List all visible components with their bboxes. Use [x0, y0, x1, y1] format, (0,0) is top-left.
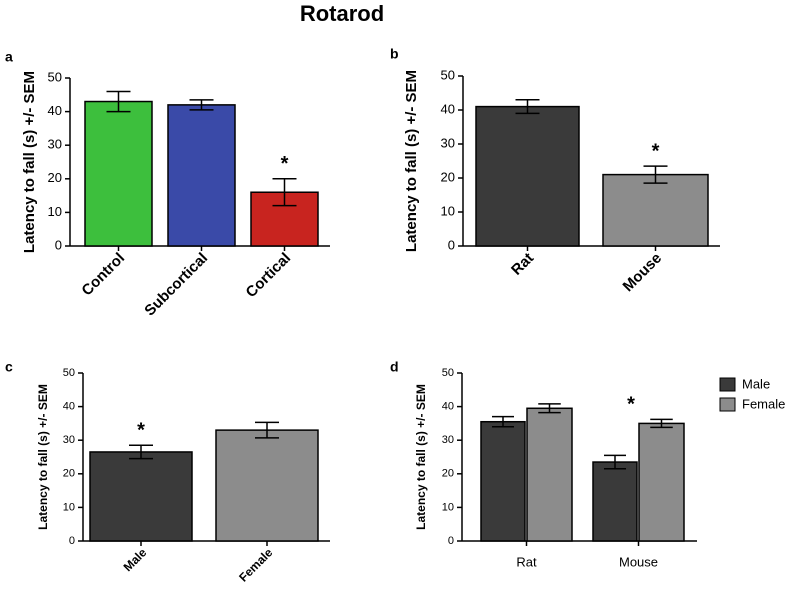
bar: [526, 407, 573, 542]
y-axis-label: Latency to fall (s) +/- SEM: [414, 384, 428, 530]
x-tick-label: Control: [78, 250, 128, 300]
y-tick-label: 40: [63, 401, 75, 413]
error-bar: [492, 415, 514, 428]
y-tick-label: 20: [442, 468, 454, 480]
x-tick-label: Mouse: [619, 554, 658, 569]
error-bar: [538, 403, 561, 414]
y-tick-label: 40: [48, 103, 62, 118]
error-bar: [106, 90, 131, 113]
y-tick-label: 20: [48, 170, 62, 185]
y-tick-label: 30: [48, 137, 62, 152]
x-tick-label: Rat: [508, 250, 537, 279]
y-tick-label: 10: [442, 501, 454, 513]
y-tick-label: 10: [48, 204, 62, 219]
bar: [602, 173, 709, 247]
y-axis-label: Latency to fall (s) +/- SEM: [36, 384, 50, 530]
error-bar: [604, 454, 626, 470]
bar: [592, 461, 638, 542]
x-tick-label: Female: [236, 545, 275, 584]
y-axis-label: Latency to fall (s) +/- SEM: [403, 70, 420, 252]
y-tick-label: 10: [441, 203, 455, 218]
bar: [89, 451, 193, 542]
y-tick-label: 40: [442, 401, 454, 413]
significance-marker: *: [627, 394, 635, 416]
y-tick-label: 30: [441, 135, 455, 150]
y-tick-label: 50: [63, 367, 75, 379]
bar: [475, 105, 580, 247]
bar: [215, 429, 319, 542]
y-tick-label: 50: [48, 69, 62, 84]
y-tick-label: 30: [63, 434, 75, 446]
y-axis-label: Latency to fall (s) +/- SEM: [21, 71, 38, 253]
y-tick-label: 50: [441, 67, 455, 82]
y-tick-label: 20: [63, 468, 75, 480]
significance-marker: *: [137, 420, 145, 442]
y-tick-label: 50: [442, 367, 454, 379]
x-tick-label: Subcortical: [141, 250, 211, 320]
y-tick-label: 0: [448, 535, 454, 547]
panel-label: a: [5, 49, 13, 65]
significance-marker: *: [281, 153, 289, 175]
significance-marker: *: [652, 140, 660, 162]
error-bar: [650, 418, 673, 429]
legend-swatch: [719, 377, 736, 392]
error-bar: [515, 99, 540, 115]
panel-label: d: [390, 359, 399, 375]
y-tick-label: 0: [55, 237, 62, 252]
bar: [638, 422, 685, 542]
y-tick-label: 20: [441, 169, 455, 184]
x-tick-label: Cortical: [243, 250, 295, 302]
bar: [167, 104, 236, 247]
bar: [84, 100, 153, 247]
legend-label: Female: [742, 396, 785, 411]
x-tick-label: Mouse: [620, 250, 666, 296]
error-bar: [189, 99, 214, 111]
y-tick-label: 40: [441, 101, 455, 116]
x-tick-label: Rat: [516, 554, 537, 569]
panel-label: c: [5, 359, 13, 375]
x-tick-label: Male: [121, 545, 150, 574]
legend-label: Male: [742, 376, 770, 391]
y-tick-label: 0: [448, 237, 455, 252]
bar: [480, 420, 526, 542]
panel-label: b: [390, 46, 399, 62]
y-tick-label: 10: [63, 501, 75, 513]
y-tick-label: 30: [442, 434, 454, 446]
legend-swatch: [719, 397, 736, 412]
figure-title: Rotarod: [300, 1, 384, 26]
error-bar: [272, 178, 297, 207]
y-tick-label: 0: [69, 535, 75, 547]
error-bar: [643, 165, 668, 184]
error-bar: [129, 444, 153, 460]
error-bar: [255, 421, 279, 439]
